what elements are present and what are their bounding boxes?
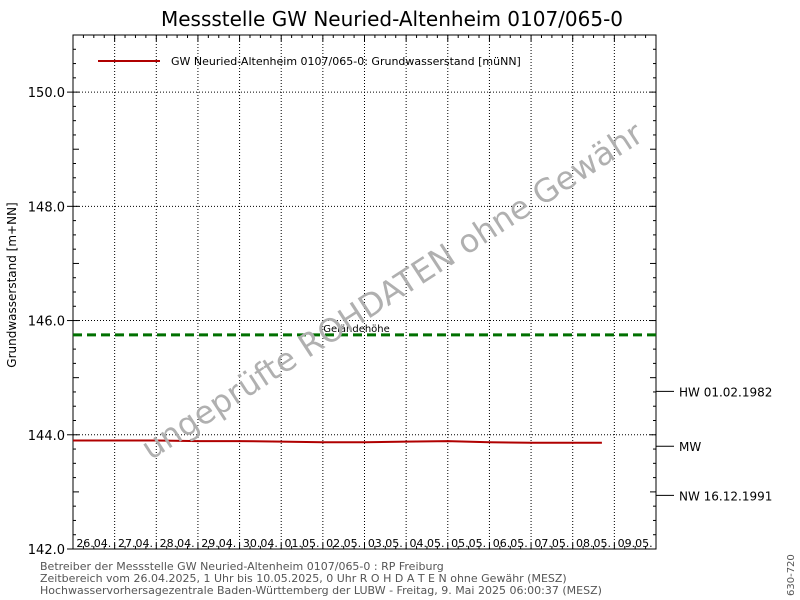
x-tick-label: 09.05.	[618, 537, 653, 550]
x-tick-label: 01.05.	[285, 537, 320, 550]
footer-line-1: Betreiber der Messstelle GW Neuried-Alte…	[40, 560, 444, 573]
reference-lines: Geländehöhe	[73, 324, 656, 337]
series-layer	[72, 439, 602, 444]
chart-title: Messstelle GW Neuried-Altenheim 0107/065…	[161, 7, 623, 31]
x-tick-label: 27.04.	[118, 537, 153, 550]
y-tick-label: 142.0	[28, 543, 65, 558]
y-tick-label: 144.0	[28, 429, 65, 444]
right-marker-label: MW	[679, 440, 701, 454]
x-tick-label: 02.05.	[326, 537, 361, 550]
y-tick-label: 150.0	[28, 86, 65, 101]
y-tick-label: 146.0	[28, 315, 65, 330]
x-tick-label: 05.05.	[451, 537, 486, 550]
x-tick-label: 07.05.	[534, 537, 569, 550]
x-tick-label: 29.04.	[201, 537, 236, 550]
y-tick-label: 148.0	[28, 200, 65, 215]
x-tick-label: 08.05.	[576, 537, 611, 550]
x-tick-label: 04.05.	[409, 537, 444, 550]
right-marker-label: HW 01.02.1982	[679, 385, 772, 399]
gelaendehoehe-label: Geländehöhe	[323, 324, 390, 335]
side-code: 630-720	[786, 554, 797, 596]
x-tick-label: 26.04.	[76, 537, 111, 550]
right-marker-label: NW 16.12.1991	[679, 489, 772, 503]
x-tick-label: 28.04.	[160, 537, 195, 550]
series-line	[73, 439, 602, 444]
x-axis: 26.04. 27.04. 28.04. 29.04. 30.04. 01.05. 02.0…	[72, 35, 653, 550]
right-markers: HW 01.02.1982 MW NW 16.12.1991	[656, 385, 772, 503]
legend-label: GW Neuried-Altenheim 0107/065-0: Grundwa…	[171, 55, 521, 68]
x-tick-label: 30.04.	[243, 537, 278, 550]
footer-line-3: Hochwasservorhersagezentrale Baden-Württ…	[40, 584, 602, 597]
x-tick-label: 06.05.	[493, 537, 528, 550]
legend: GW Neuried-Altenheim 0107/065-0: Grundwa…	[98, 55, 521, 68]
footer-line-2: Zeitbereich vom 26.04.2025, 1 Uhr bis 10…	[40, 572, 567, 585]
x-tick-label: 03.05.	[368, 537, 403, 550]
y-axis: 142.0 144.0 146.0 148.0 150.0	[28, 34, 656, 558]
y-axis-label: Grundwasserstand [m+NN]	[5, 202, 19, 367]
